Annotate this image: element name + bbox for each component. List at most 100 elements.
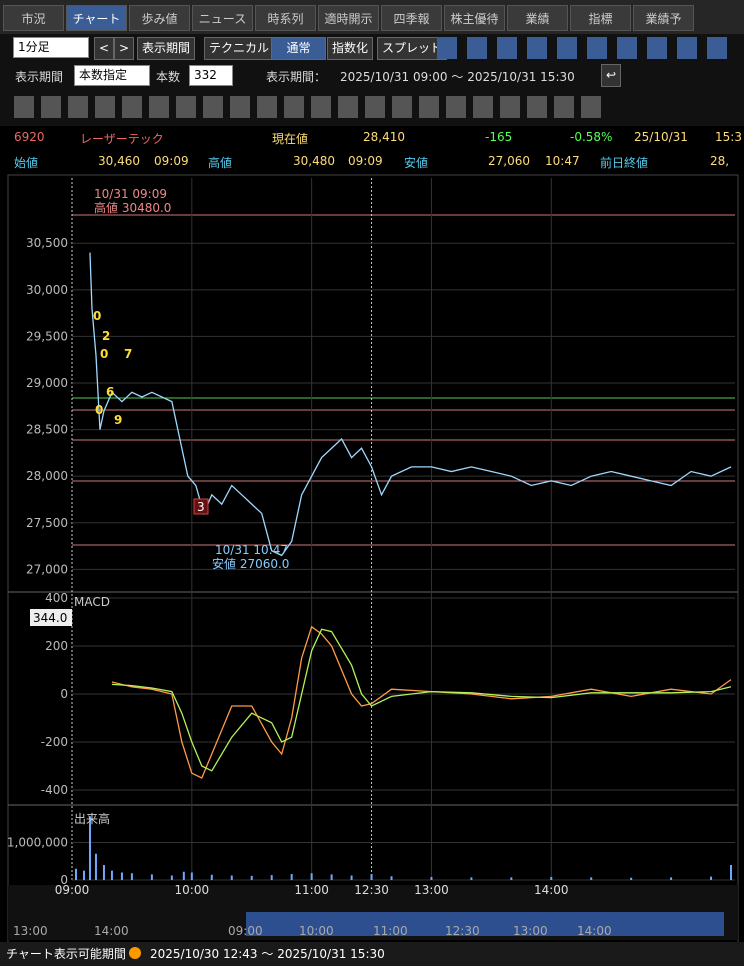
y-tick-label: 28,000 [26,469,68,483]
bar [670,877,673,880]
x-tick-label: 13:00 [414,883,449,897]
open-time: 09:09 [154,154,189,168]
navigator-window[interactable] [246,912,724,936]
button[interactable]: 表示期間 [137,37,196,60]
x-tick-label: 12:30 [354,883,389,897]
y-tick-label: 29,000 [26,376,68,390]
tab[interactable]: 歩み値 [129,5,190,31]
code: 6920 [14,130,45,144]
mode-select[interactable]: 本数指定 [74,65,150,86]
tab[interactable]: 四季報 [381,5,442,31]
line [111,628,732,772]
time: 15:3 [715,130,742,144]
bar [102,865,105,880]
refresh[interactable]: ↩ [601,64,622,87]
bar [730,865,733,880]
y-tick-label: 27,500 [26,516,68,530]
current-label: 現在値 [272,132,309,146]
icon-row[interactable] [437,37,737,59]
bar [210,874,213,880]
bar [82,870,85,880]
y-tick-label: 0 [60,687,68,701]
annotation: 安値 27060.0 [212,556,289,571]
bar [94,853,97,880]
low-time: 10:47 [545,154,580,168]
marker: 7 [124,347,132,361]
bar [74,868,77,880]
line [89,252,732,557]
navigator-label: 09:00 [228,924,263,938]
navigator-label: 12:30 [445,924,480,938]
tab[interactable]: 業績予 [633,5,694,31]
high-label: 高値 [208,156,233,170]
high-time: 09:09 [348,154,383,168]
bar [130,873,133,880]
panel-title: 出来高 [74,811,110,826]
bar [630,877,633,880]
prev: 28, [710,154,730,168]
change: -165 [485,130,513,144]
status-range: 2025/10/30 12:43 〜 2025/10/31 15:30 [150,947,385,961]
marker: 6 [106,385,114,399]
count-label: 本数 [156,70,181,84]
x-tick-label: 11:00 [294,883,329,897]
support-lines [72,214,735,546]
y-tick-label: 200 [45,639,68,653]
tab[interactable]: 適時開示 [318,5,379,31]
button[interactable]: スプレッド [377,37,448,60]
tab[interactable]: チャート [66,5,127,31]
marker: 0 [95,403,103,417]
navigator-label: 13:00 [513,924,548,938]
bar [330,874,333,880]
bar [182,871,185,880]
bar [510,877,513,880]
y-tick-label: 0 [60,873,68,887]
bar [310,873,313,880]
tab[interactable]: 指標 [570,5,631,31]
marker: 2 [102,329,110,343]
navigator-label: 14:00 [577,924,612,938]
status-bar [0,942,744,966]
bar [230,875,233,880]
interval-select[interactable]: 1分足 [13,37,89,58]
next[interactable]: > [114,37,135,60]
x-tick-label: 14:00 [534,883,569,897]
button[interactable]: 通常 [271,37,326,60]
prev[interactable]: < [94,37,115,60]
current-box [30,609,72,626]
open-label: 始値 [14,156,39,170]
panel-title: MACD [74,595,110,609]
annotation: 高値 30480.0 [94,200,171,215]
tab[interactable]: ニュース [192,5,253,31]
badge [193,498,209,515]
tab[interactable]: 業績 [507,5,568,31]
line [111,625,732,779]
y-tick-label: 27,000 [26,562,68,576]
bar [350,875,353,880]
count-input[interactable]: 332 [189,65,233,86]
tab[interactable]: 株主優待 [444,5,505,31]
bar [290,874,293,880]
tab[interactable]: 市況 [3,5,64,31]
button[interactable]: 指数化 [327,37,374,60]
x-tick-label: 09:00 [55,883,90,897]
y-tick-label: 30,000 [26,283,68,297]
annotation: 10/31 09:09 [94,187,167,201]
y-tick-label: -200 [41,735,68,749]
draw-tools[interactable] [14,96,604,118]
bar [110,870,113,880]
button[interactable]: テクニカル [204,37,275,60]
marker: 9 [114,413,122,427]
range: 2025/10/31 09:00 〜 2025/10/31 15:30 [340,70,575,84]
current: 28,410 [363,130,405,144]
y-tick-label: 1,000,000 [7,836,68,850]
marker: 0 [93,309,101,323]
name: レーザーテック [80,132,164,146]
y-tick-label: -400 [41,783,68,797]
marker: 0 [100,347,108,361]
navigator-label: 11:00 [373,924,408,938]
bar [88,816,91,880]
y-tick-label: 30,500 [26,236,68,250]
navigator-label: 10:00 [299,924,334,938]
tab[interactable]: 時系列 [255,5,316,31]
